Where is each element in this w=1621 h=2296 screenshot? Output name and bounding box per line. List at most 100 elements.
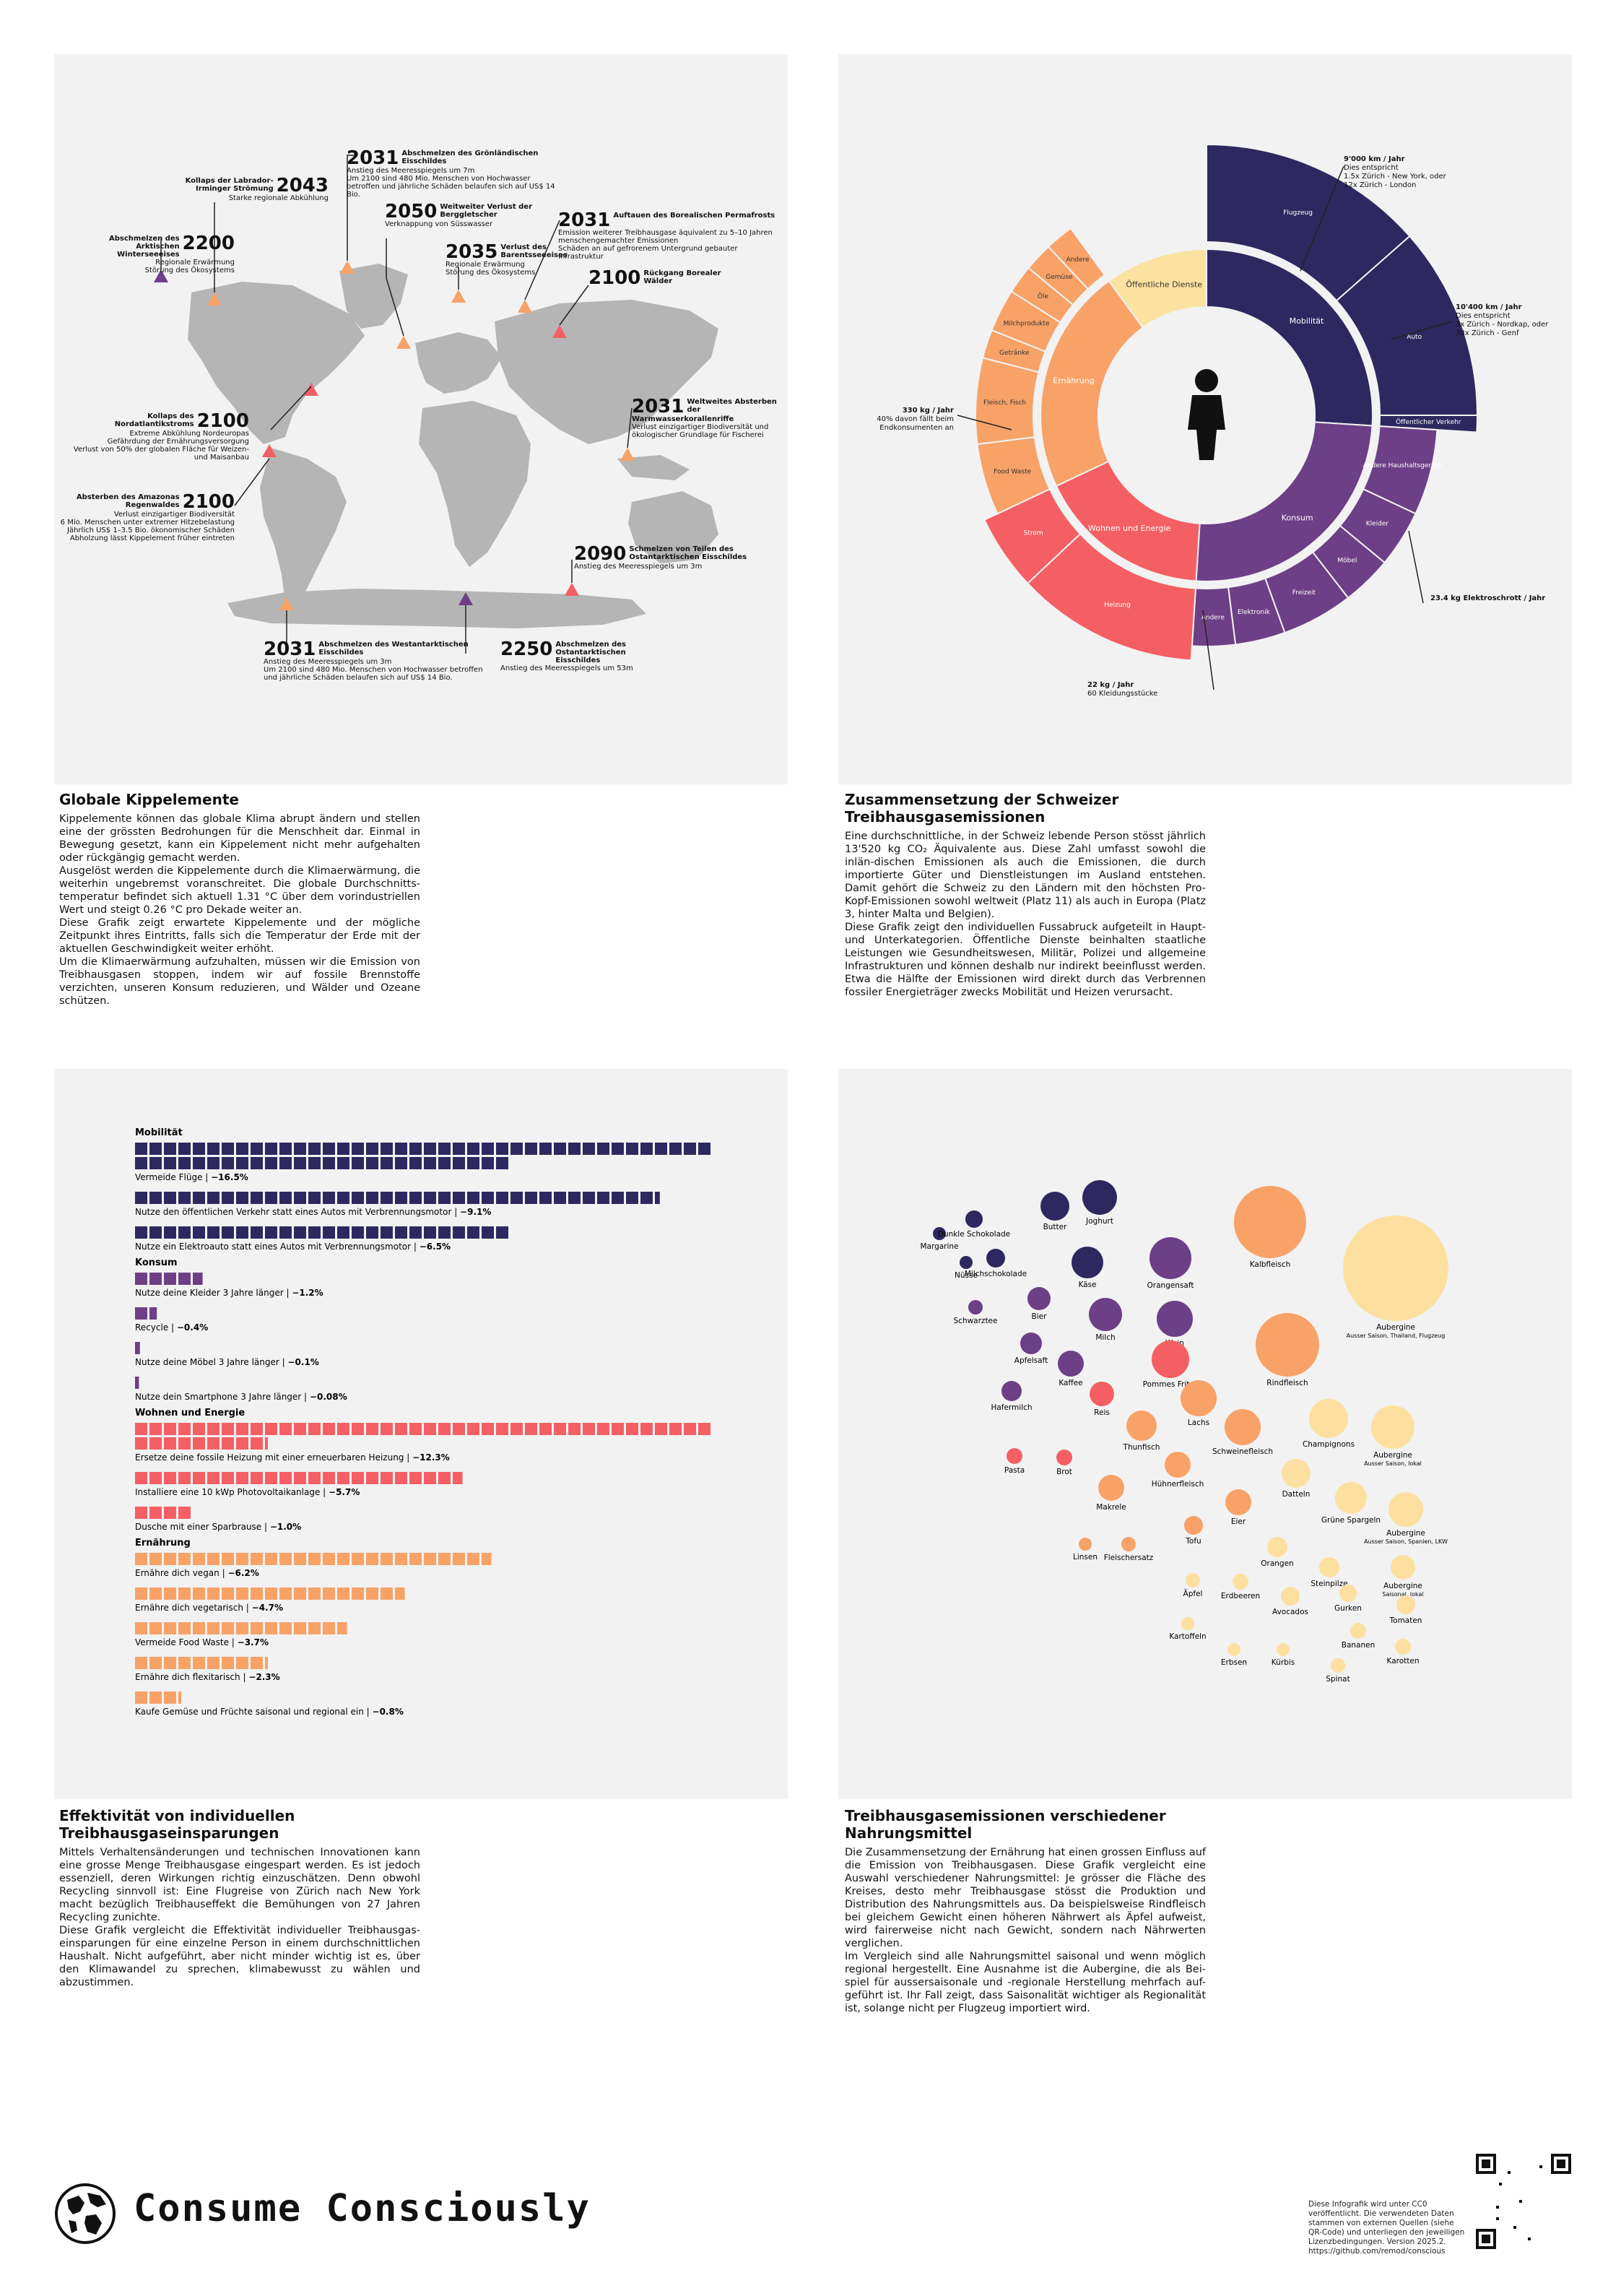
food-bubble[interactable]: Tomaten — [1389, 1595, 1422, 1625]
marker-west-antarctic[interactable] — [279, 597, 294, 610]
food-circle — [1371, 1405, 1414, 1449]
food-circle — [1319, 1557, 1339, 1577]
food-bubble[interactable]: Kürbis — [1272, 1643, 1295, 1667]
food-bubble[interactable]: Tofu — [1184, 1516, 1203, 1546]
marker-barents[interactable] — [451, 290, 466, 303]
savings-unit — [352, 1423, 364, 1435]
sunburst-category-4[interactable] — [1108, 248, 1207, 329]
food-bubble[interactable]: Brot — [1056, 1450, 1072, 1476]
marker-boreal-forests[interactable] — [552, 325, 567, 338]
marker-greenland[interactable] — [340, 261, 355, 274]
savings-unit — [265, 1192, 277, 1204]
food-bubble[interactable]: Datteln — [1282, 1459, 1311, 1499]
food-bubble[interactable]: Eier — [1225, 1489, 1251, 1526]
marker-permafrost[interactable] — [518, 300, 532, 313]
food-circle — [1396, 1595, 1415, 1614]
food-bubble[interactable]: Wein — [1157, 1301, 1193, 1348]
marker-amoc[interactable] — [304, 383, 318, 396]
savings-group-title: Konsum — [135, 1257, 178, 1268]
savings-unit — [554, 1192, 566, 1204]
food-bubble[interactable]: Champignons — [1303, 1399, 1355, 1449]
food-bubble[interactable]: Milchschokolade — [965, 1249, 1027, 1278]
food-bubble[interactable]: Schweinefleisch — [1212, 1409, 1273, 1456]
sunburst-category-3[interactable] — [1040, 280, 1144, 488]
food-bubble[interactable]: Grüne Spargeln — [1321, 1482, 1381, 1525]
qr-code-icon[interactable] — [1476, 2154, 1571, 2249]
sunburst-subcategory-label: Flugzeug — [1283, 209, 1313, 217]
marker-east-antarctic[interactable] — [459, 592, 473, 605]
food-bubble[interactable]: Erdbeeren — [1221, 1574, 1260, 1600]
food-bubble[interactable]: Pommes Frites — [1143, 1340, 1199, 1389]
food-bubble[interactable]: Kaffee — [1058, 1351, 1084, 1387]
savings-label: Ernähre dich vegan | −6.2% — [135, 1568, 259, 1578]
savings-unit — [612, 1423, 624, 1435]
savings-unit — [395, 1226, 407, 1239]
marker-amazon[interactable] — [262, 444, 277, 457]
marker-arctic-sea-ice[interactable] — [154, 269, 168, 282]
food-bubble[interactable]: Margarine — [920, 1227, 959, 1251]
savings-unit — [655, 1423, 667, 1435]
sunburst-category-1[interactable] — [1195, 421, 1373, 582]
food-bubble[interactable]: Thunfisch — [1123, 1411, 1160, 1452]
food-bubble[interactable]: Fleischersatz — [1104, 1537, 1154, 1562]
food-circle — [1150, 1237, 1191, 1279]
savings-unit — [236, 1472, 248, 1484]
food-bubble[interactable]: Avocados — [1272, 1587, 1308, 1616]
sunburst-subcategory-17[interactable] — [1047, 227, 1106, 290]
food-bubble[interactable]: Hafermilch — [991, 1381, 1033, 1412]
food-bubble[interactable]: Schwarztee — [954, 1300, 998, 1325]
food-bubble[interactable]: Hühnerfleisch — [1152, 1452, 1204, 1489]
food-bubble[interactable]: Lachs — [1181, 1380, 1217, 1427]
food-bubble[interactable]: Reis — [1090, 1382, 1114, 1417]
food-bubble[interactable]: Steinpilze — [1311, 1557, 1348, 1588]
savings-unit — [539, 1192, 552, 1204]
food-bubble[interactable]: Joghurt — [1082, 1180, 1117, 1226]
food-bubble[interactable]: Kartoffeln — [1169, 1617, 1207, 1641]
food-bubble[interactable]: Nüsse — [955, 1256, 978, 1280]
marker-east-antarctic-partial[interactable] — [565, 583, 579, 596]
food-bubble[interactable]: Apfelsaft — [1014, 1333, 1048, 1365]
food-bubble[interactable]: Bier — [1027, 1287, 1051, 1321]
food-bubble[interactable]: Makrele — [1096, 1475, 1126, 1512]
savings-unit — [352, 1553, 364, 1565]
savings-unit — [207, 1437, 220, 1450]
food-circle — [933, 1227, 946, 1240]
food-bubble[interactable]: Äpfel — [1183, 1573, 1203, 1598]
savings-unit — [207, 1157, 220, 1169]
savings-unit — [149, 1143, 162, 1155]
food-bubble[interactable]: Orangen — [1261, 1537, 1294, 1568]
food-bubble[interactable]: Linsen — [1073, 1538, 1098, 1561]
food-circle — [1098, 1475, 1124, 1501]
food-bubble[interactable]: Gurken — [1334, 1585, 1362, 1613]
food-bubble[interactable]: Pasta — [1004, 1448, 1025, 1475]
savings-unit — [236, 1157, 248, 1169]
food-bubble[interactable]: Spinat — [1326, 1658, 1350, 1684]
savings-unit — [453, 1472, 463, 1484]
savings-unit — [164, 1273, 176, 1285]
food-circle — [1079, 1538, 1092, 1551]
food-bubble[interactable]: Dunkle Schokolade — [938, 1210, 1010, 1239]
food-bubble[interactable]: Karotten — [1387, 1639, 1420, 1665]
food-bubble[interactable]: Kalbfleisch — [1234, 1186, 1306, 1269]
food-bubble[interactable]: Erbsen — [1221, 1643, 1247, 1667]
food-bubble[interactable]: Rindfleisch — [1256, 1313, 1319, 1387]
savings-unit — [193, 1437, 205, 1450]
marker-glaciers[interactable] — [396, 336, 411, 349]
marker-labrador[interactable] — [207, 293, 222, 306]
sunburst-category-0[interactable] — [1206, 248, 1373, 427]
food-bubble[interactable]: Orangensaft — [1147, 1237, 1194, 1290]
food-sublabel: Ausser Saison, Spanien, LKW — [1364, 1538, 1448, 1545]
food-bubble[interactable]: Butter — [1040, 1192, 1069, 1231]
food-bubble[interactable]: Bananen — [1342, 1623, 1376, 1650]
food-bubble[interactable]: Käse — [1072, 1247, 1103, 1289]
food-bubble[interactable]: Milch — [1089, 1298, 1122, 1342]
marker-coral-reefs[interactable] — [620, 448, 635, 461]
savings-unit — [655, 1192, 660, 1204]
savings-unit — [612, 1192, 624, 1204]
savings-unit — [279, 1192, 292, 1204]
savings-unit — [482, 1157, 494, 1169]
